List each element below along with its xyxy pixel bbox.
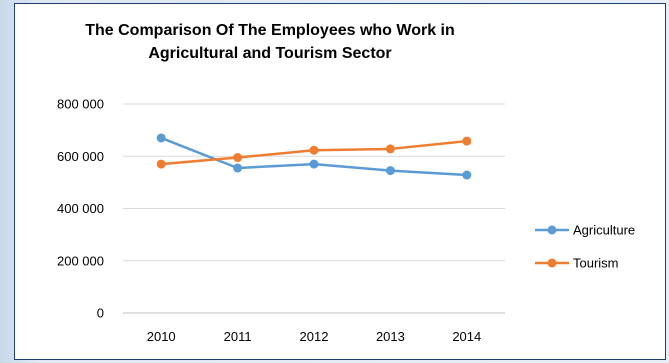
data-point-agriculture [309,159,319,169]
x-tick-label: 2014 [452,329,481,344]
data-point-tourism [385,144,395,154]
data-point-agriculture [462,170,472,180]
y-tick-label: 600 000 [57,149,104,164]
data-point-tourism [233,153,243,163]
data-point-agriculture [385,166,395,176]
y-tick-label: 0 [97,306,104,321]
y-tick-label: 800 000 [57,97,104,112]
legend-marker-tourism [547,258,557,268]
data-point-tourism [462,136,472,146]
data-point-tourism [309,145,319,155]
data-point-tourism [156,159,166,169]
legend-marker-agriculture [547,225,557,235]
x-tick-label: 2011 [224,329,252,344]
y-tick-label: 400 000 [57,201,104,216]
x-tick-label: 2013 [376,329,405,344]
data-point-agriculture [156,133,166,143]
x-tick-label: 2012 [300,329,329,344]
chart-frame [14,3,666,360]
legend-label-agriculture: Agriculture [573,223,635,238]
chart-title: The Comparison Of The Employees who Work… [40,19,500,65]
legend-label-tourism: Tourism [573,256,619,271]
data-point-agriculture [233,163,243,173]
chart-title-line-1: The Comparison Of The Employees who Work… [85,22,455,39]
x-tick-label: 2010 [147,329,176,344]
y-tick-label: 200 000 [57,253,104,268]
chart-title-line-2: Agricultural and Tourism Sector [148,45,392,62]
